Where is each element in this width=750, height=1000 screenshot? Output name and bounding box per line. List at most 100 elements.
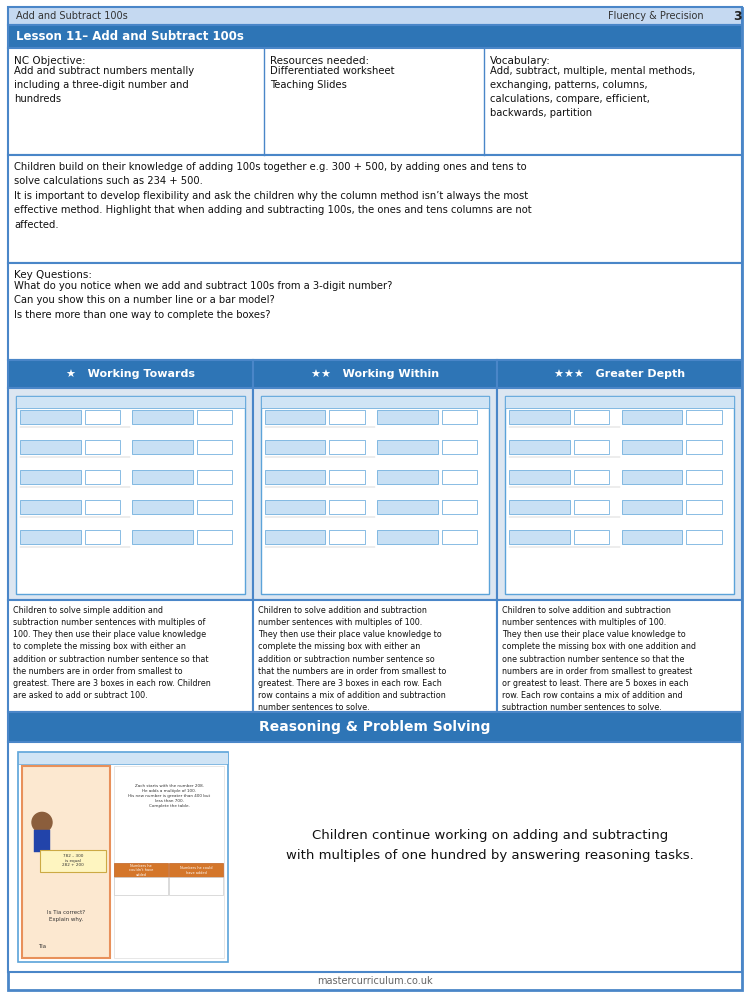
Bar [329,440,364,454]
Bar [686,470,722,484]
Bar [442,410,477,424]
Bar [265,470,326,484]
Text: Lesson 11– Add and Subtract 100s: Lesson 11– Add and Subtract 100s [16,30,244,43]
Bar [686,530,722,544]
Bar [16,396,244,408]
Bar [8,360,253,388]
Bar [85,500,120,514]
Text: Children build on their knowledge of adding 100s together e.g. 300 + 500, by add: Children build on their knowledge of add… [14,162,532,230]
Bar [253,600,497,712]
Bar [622,470,682,484]
Text: Resources needed:: Resources needed: [270,56,369,66]
Bar [509,530,570,544]
Bar [20,470,81,484]
Bar [197,440,232,454]
Bar [114,766,224,958]
Bar [197,470,232,484]
Text: Children to solve simple addition and
subtraction number sentences with multiple: Children to solve simple addition and su… [13,606,211,700]
Bar [114,877,168,895]
Text: NC Objective:: NC Objective: [14,56,86,66]
Bar [132,470,193,484]
Bar [377,530,438,544]
Bar [509,440,570,454]
Bar [377,440,438,454]
Bar [16,396,244,594]
Text: Differentiated worksheet
Teaching Slides: Differentiated worksheet Teaching Slides [270,66,394,90]
Bar [574,470,609,484]
Bar [8,155,742,263]
Bar [8,742,742,972]
Bar [622,530,682,544]
Text: 782 – 300
is equal
282 + 200: 782 – 300 is equal 282 + 200 [62,854,84,867]
Bar [22,766,110,958]
Text: Reasoning & Problem Solving: Reasoning & Problem Solving [260,720,490,734]
Bar [509,470,570,484]
Bar [8,48,742,155]
Bar [85,410,120,424]
Text: 3: 3 [733,9,741,22]
Bar [329,500,364,514]
Bar [20,440,81,454]
Bar [574,500,609,514]
Bar [497,360,742,388]
Text: mastercurriculum.co.uk: mastercurriculum.co.uk [317,976,433,986]
Bar [686,440,722,454]
Text: Add, subtract, multiple, mental methods,
exchanging, patterns, columns,
calculat: Add, subtract, multiple, mental methods,… [490,66,695,118]
Bar [265,530,326,544]
Text: ★★   Working Within: ★★ Working Within [311,369,439,379]
Bar [265,410,326,424]
Bar [253,360,497,388]
Text: Numbers he
couldn't have
added: Numbers he couldn't have added [129,864,153,877]
Bar [85,530,120,544]
Text: Numbers he could
have added: Numbers he could have added [180,866,212,875]
Bar [20,500,81,514]
Text: Key Questions:: Key Questions: [14,270,92,280]
Bar [574,410,609,424]
Bar [8,7,742,25]
Bar [265,440,326,454]
Text: ★★★   Greater Depth: ★★★ Greater Depth [554,369,686,379]
Bar [261,396,489,408]
Bar [114,863,168,877]
Text: Children to solve addition and subtraction
number sentences with multiples of 10: Children to solve addition and subtracti… [503,606,696,712]
Bar [8,25,742,48]
Bar [442,500,477,514]
Bar [574,440,609,454]
Bar [8,600,253,712]
Bar [20,530,81,544]
Bar [377,470,438,484]
Bar [85,440,120,454]
Text: Children to solve addition and subtraction
number sentences with multiples of 10: Children to solve addition and subtracti… [258,606,446,712]
Text: Add and Subtract 100s: Add and Subtract 100s [16,11,128,21]
Bar [169,863,223,877]
Bar [34,830,50,852]
Bar [253,388,497,600]
Bar [265,500,326,514]
Bar [442,530,477,544]
Bar [132,410,193,424]
Bar [20,410,81,424]
Bar [622,410,682,424]
Bar [442,440,477,454]
Bar [377,410,438,424]
Bar [197,500,232,514]
Bar [377,500,438,514]
Bar [509,410,570,424]
Bar [686,410,722,424]
Bar [8,712,742,742]
Bar [622,440,682,454]
Bar [506,396,734,594]
Bar [497,388,742,600]
Text: Vocabulary:: Vocabulary: [490,56,550,66]
Bar [8,263,742,360]
Bar [40,850,106,872]
Bar [329,470,364,484]
Bar [497,600,742,712]
Text: Add and subtract numbers mentally
including a three-digit number and
hundreds: Add and subtract numbers mentally includ… [14,66,194,104]
Bar [442,470,477,484]
Bar [329,530,364,544]
Text: Children continue working on adding and subtracting
with multiples of one hundre: Children continue working on adding and … [286,828,694,861]
Text: Tia: Tia [38,944,46,948]
Bar [329,410,364,424]
Bar [85,470,120,484]
